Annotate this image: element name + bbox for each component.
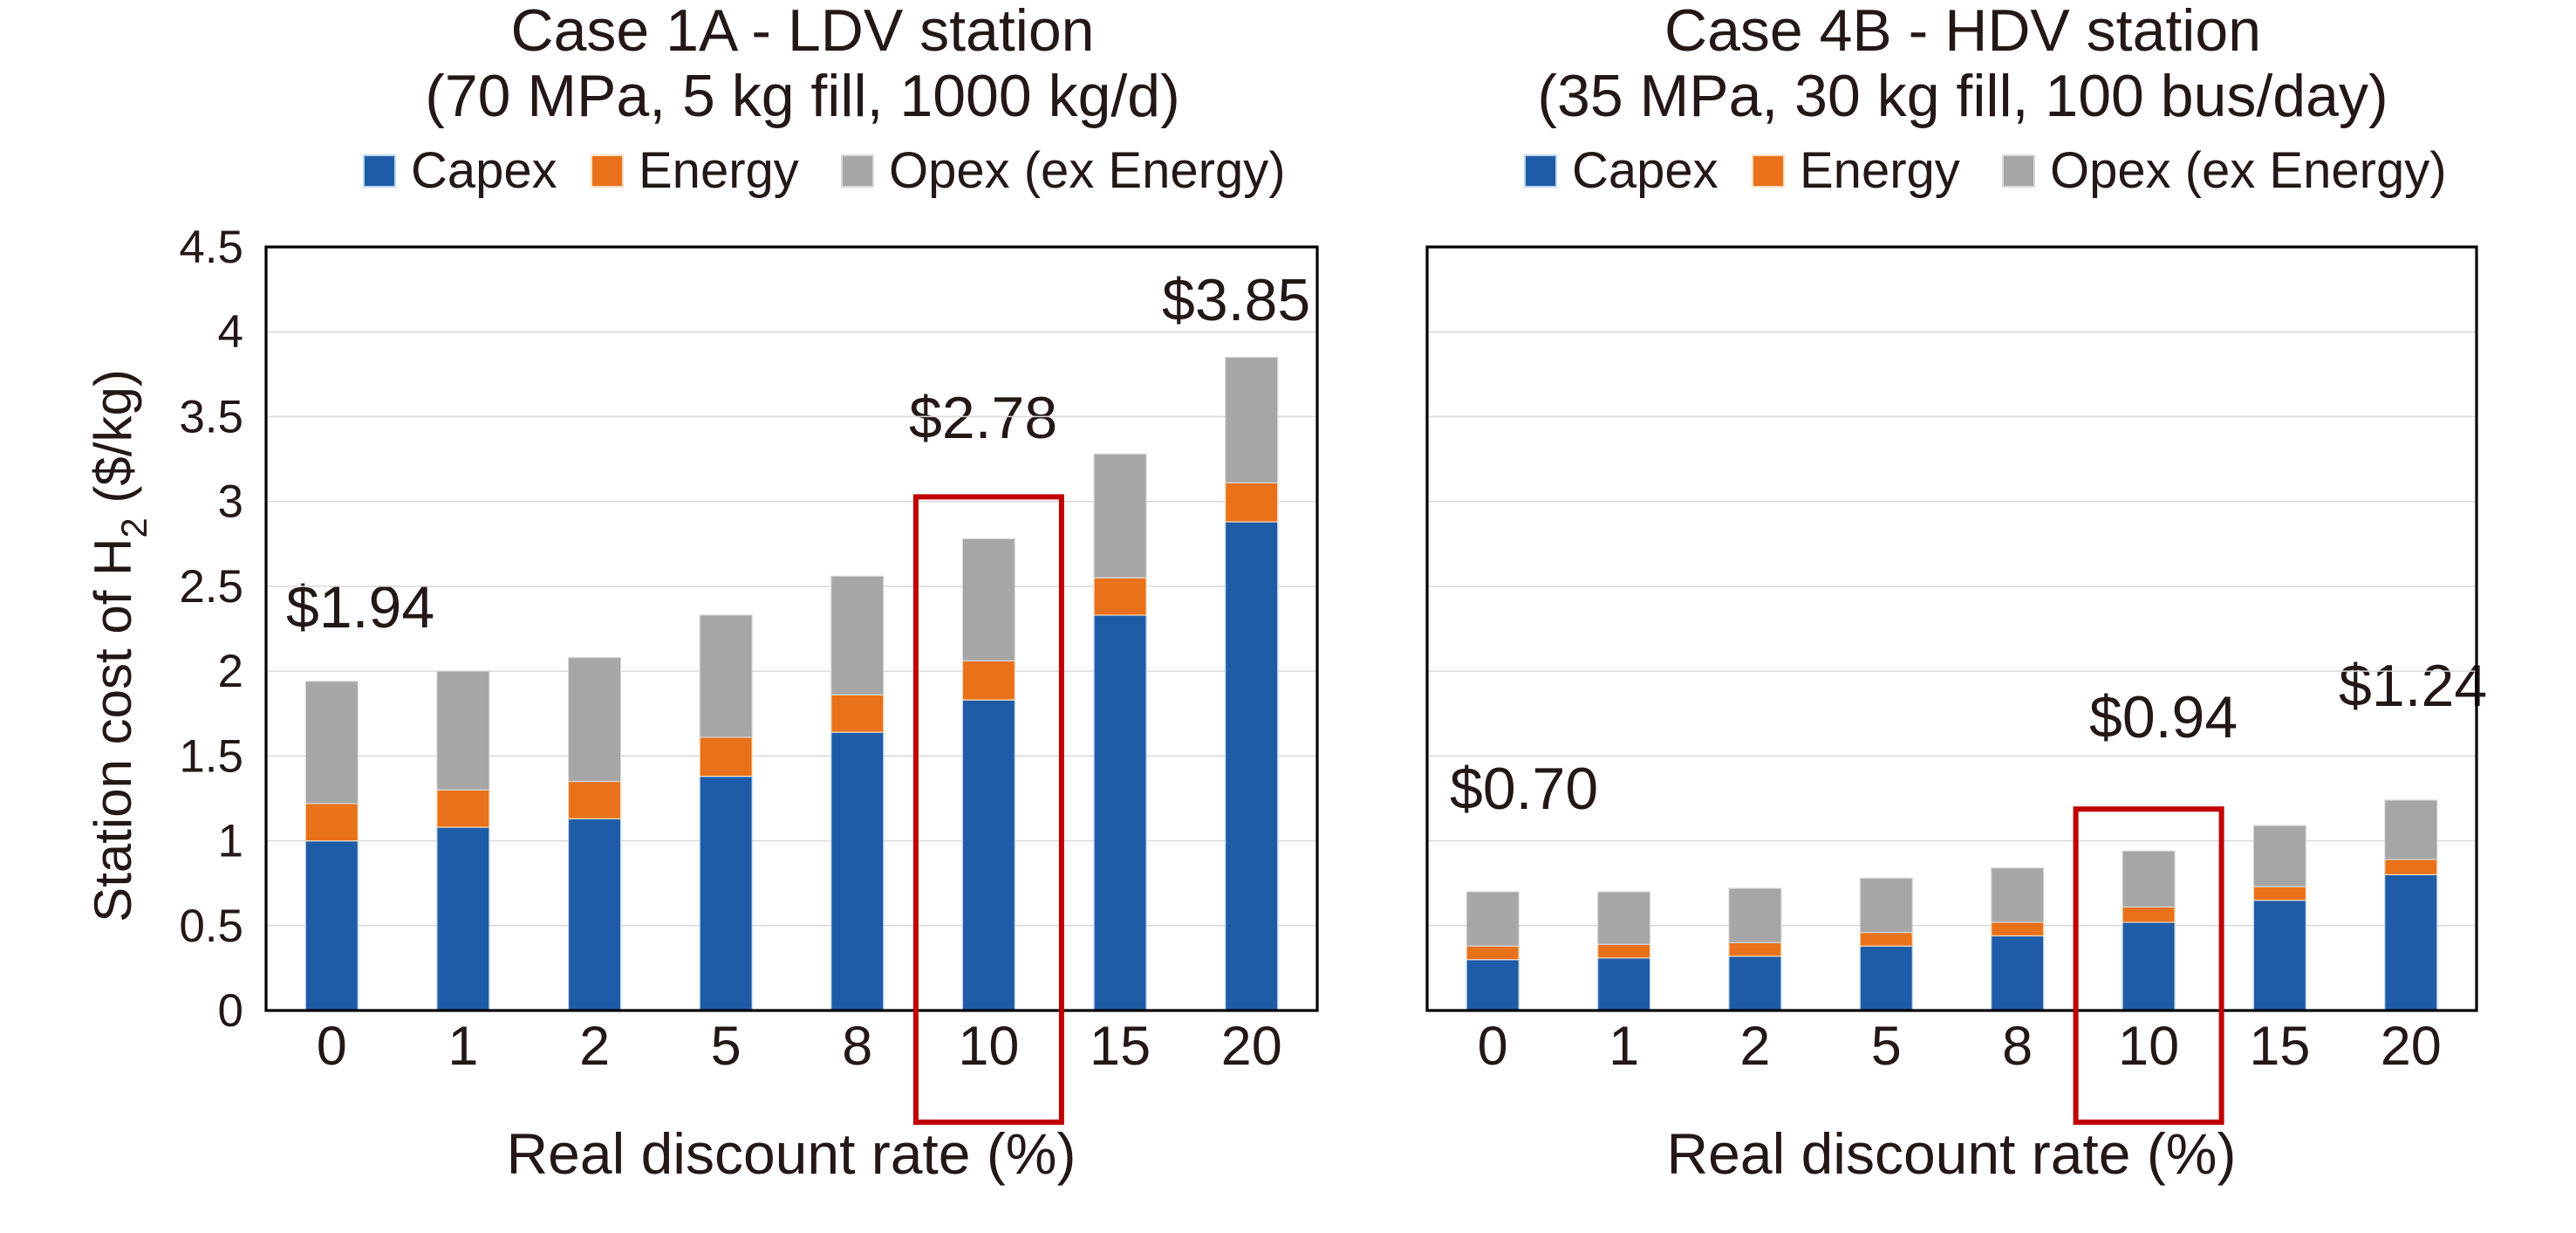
svg-text:Opex (ex Energy): Opex (ex Energy) bbox=[2050, 142, 2447, 199]
svg-text:3.5: 3.5 bbox=[179, 391, 243, 442]
svg-text:$3.85: $3.85 bbox=[1162, 267, 1310, 333]
svg-text:8: 8 bbox=[2002, 1016, 2033, 1077]
svg-text:Capex: Capex bbox=[411, 142, 557, 199]
svg-text:1.5: 1.5 bbox=[179, 730, 243, 782]
svg-text:$2.78: $2.78 bbox=[909, 385, 1057, 451]
svg-text:(70 MPa, 5 kg fill, 1000 kg/d): (70 MPa, 5 kg fill, 1000 kg/d) bbox=[425, 63, 1180, 129]
svg-text:0: 0 bbox=[218, 985, 243, 1037]
svg-text:2.5: 2.5 bbox=[179, 561, 243, 613]
svg-text:Energy: Energy bbox=[639, 142, 799, 199]
svg-text:Capex: Capex bbox=[1572, 142, 1718, 199]
svg-text:1: 1 bbox=[1609, 1016, 1639, 1077]
svg-text:0.5: 0.5 bbox=[179, 901, 243, 952]
svg-text:8: 8 bbox=[842, 1016, 872, 1077]
svg-text:10: 10 bbox=[2118, 1016, 2179, 1077]
svg-text:5: 5 bbox=[1871, 1016, 1902, 1077]
svg-text:Opex (ex Energy): Opex (ex Energy) bbox=[889, 142, 1286, 199]
svg-text:0: 0 bbox=[1478, 1016, 1508, 1077]
svg-text:$0.94: $0.94 bbox=[2089, 684, 2238, 750]
svg-text:3: 3 bbox=[218, 476, 243, 528]
svg-text:Case 1A - LDV station: Case 1A - LDV station bbox=[510, 0, 1094, 64]
svg-text:Energy: Energy bbox=[1800, 142, 1960, 199]
svg-text:4: 4 bbox=[218, 306, 243, 358]
svg-text:Real discount rate (%): Real discount rate (%) bbox=[1667, 1121, 2237, 1186]
svg-text:1: 1 bbox=[218, 816, 243, 867]
svg-text:2: 2 bbox=[218, 646, 243, 697]
svg-text:5: 5 bbox=[711, 1016, 741, 1077]
svg-text:0: 0 bbox=[317, 1016, 347, 1077]
svg-text:Real discount rate (%): Real discount rate (%) bbox=[507, 1121, 1076, 1186]
svg-text:Case 4B - HDV station: Case 4B - HDV station bbox=[1664, 0, 2261, 64]
svg-text:$1.94: $1.94 bbox=[286, 574, 434, 640]
svg-text:(35 MPa, 30 kg fill, 100 bus/d: (35 MPa, 30 kg fill, 100 bus/day) bbox=[1537, 63, 2388, 129]
svg-text:$0.70: $0.70 bbox=[1450, 756, 1598, 822]
svg-text:4.5: 4.5 bbox=[179, 222, 243, 273]
svg-text:15: 15 bbox=[1090, 1016, 1151, 1077]
svg-text:15: 15 bbox=[2249, 1016, 2310, 1077]
svg-text:20: 20 bbox=[2381, 1016, 2442, 1077]
svg-text:10: 10 bbox=[958, 1016, 1019, 1077]
svg-text:2: 2 bbox=[1739, 1016, 1770, 1077]
svg-text:20: 20 bbox=[1221, 1016, 1282, 1077]
svg-text:1: 1 bbox=[448, 1016, 478, 1077]
svg-text:$1.24: $1.24 bbox=[2339, 653, 2487, 719]
svg-text:2: 2 bbox=[579, 1016, 610, 1077]
